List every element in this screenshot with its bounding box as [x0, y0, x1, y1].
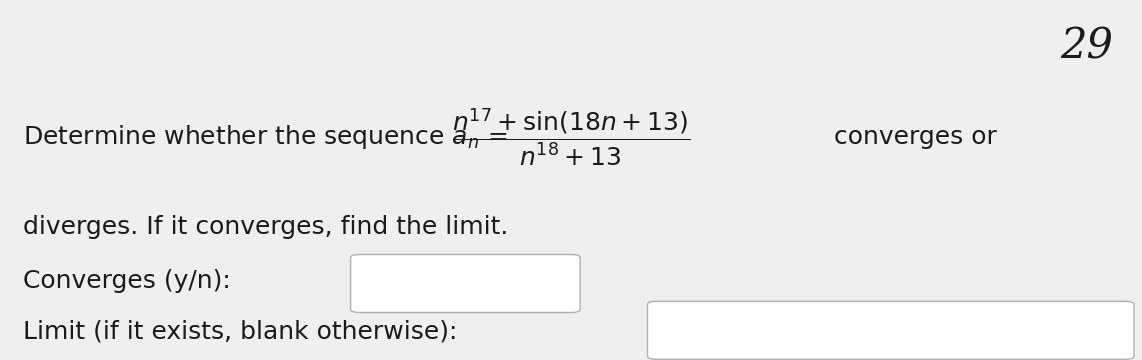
FancyBboxPatch shape: [351, 255, 580, 312]
Text: converges or: converges or: [834, 125, 997, 149]
Text: 29: 29: [1061, 25, 1113, 67]
FancyBboxPatch shape: [648, 301, 1134, 359]
Text: Limit (if it exists, blank otherwise):: Limit (if it exists, blank otherwise):: [23, 319, 457, 343]
Text: diverges. If it converges, find the limit.: diverges. If it converges, find the limi…: [23, 215, 508, 239]
Text: Converges (y/n):: Converges (y/n):: [23, 269, 231, 293]
Text: $\dfrac{n^{17}+\sin(18n+13)}{n^{18}+13}$: $\dfrac{n^{17}+\sin(18n+13)}{n^{18}+13}$: [452, 106, 690, 167]
Text: Determine whether the sequence $a_n\,=$: Determine whether the sequence $a_n\,=$: [23, 123, 508, 151]
